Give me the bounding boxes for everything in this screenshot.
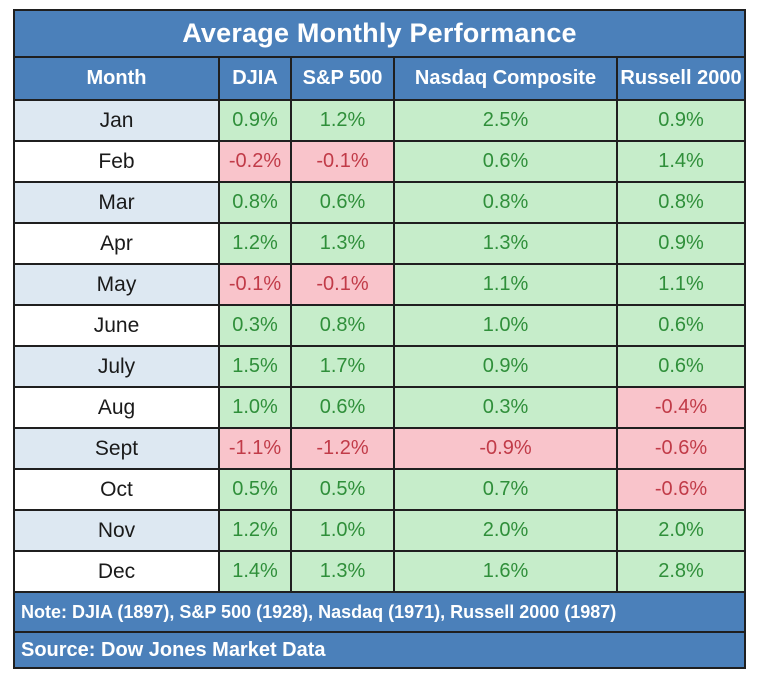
value-cell-russell: -0.4%: [618, 388, 744, 427]
value-cell-russell: 0.8%: [618, 183, 744, 222]
value-cell-sp500: 0.8%: [292, 306, 395, 345]
table-row: Feb -0.2% -0.1% 0.6% 1.4%: [15, 140, 744, 181]
value-cell-sp500: 1.0%: [292, 511, 395, 550]
value-cell-djia: 1.2%: [220, 511, 292, 550]
column-header-nasdaq: Nasdaq Composite: [395, 58, 618, 99]
value-cell-russell: 2.8%: [618, 552, 744, 591]
month-cell: Mar: [15, 183, 220, 222]
value-cell-russell: 0.6%: [618, 347, 744, 386]
value-cell-russell: 0.9%: [618, 224, 744, 263]
month-cell: Dec: [15, 552, 220, 591]
value-cell-nasdaq: 0.9%: [395, 347, 618, 386]
column-header-russell: Russell 2000: [620, 67, 742, 89]
value-cell-russell: 0.6%: [618, 306, 744, 345]
table-row: Aug 1.0% 0.6% 0.3% -0.4%: [15, 386, 744, 427]
value-cell-sp500: 1.7%: [292, 347, 395, 386]
monthly-performance-table: Average Monthly Performance Month DJIA S…: [13, 9, 746, 669]
month-cell: Nov: [15, 511, 220, 550]
value-cell-djia: 1.2%: [220, 224, 292, 263]
table-row: Nov 1.2% 1.0% 2.0% 2.0%: [15, 509, 744, 550]
value-cell-sp500: -1.2%: [292, 429, 395, 468]
value-cell-nasdaq: 0.3%: [395, 388, 618, 427]
month-cell: May: [15, 265, 220, 304]
value-cell-sp500: -0.1%: [292, 265, 395, 304]
value-cell-djia: -0.2%: [220, 142, 292, 181]
table-row: July 1.5% 1.7% 0.9% 0.6%: [15, 345, 744, 386]
value-cell-nasdaq: 1.0%: [395, 306, 618, 345]
value-cell-russell: 1.1%: [618, 265, 744, 304]
table-source: Source: Dow Jones Market Data: [15, 631, 744, 667]
table-note: Note: DJIA (1897), S&P 500 (1928), Nasda…: [15, 591, 744, 631]
value-cell-nasdaq: 2.5%: [395, 101, 618, 140]
column-header-month: Month: [15, 58, 220, 99]
value-cell-nasdaq: 1.6%: [395, 552, 618, 591]
month-cell: Sept: [15, 429, 220, 468]
value-cell-djia: -0.1%: [220, 265, 292, 304]
table-header-row: Month DJIA S&P 500 Nasdaq Composite Russ…: [15, 56, 744, 99]
table-row: Mar 0.8% 0.6% 0.8% 0.8%: [15, 181, 744, 222]
value-cell-nasdaq: 0.7%: [395, 470, 618, 509]
value-cell-russell: -0.6%: [618, 429, 744, 468]
value-cell-nasdaq: 1.1%: [395, 265, 618, 304]
table-row: Apr 1.2% 1.3% 1.3% 0.9%: [15, 222, 744, 263]
table-title: Average Monthly Performance: [15, 11, 744, 56]
value-cell-djia: 0.3%: [220, 306, 292, 345]
month-cell: Feb: [15, 142, 220, 181]
value-cell-russell: -0.6%: [618, 470, 744, 509]
table-row: Oct 0.5% 0.5% 0.7% -0.6%: [15, 468, 744, 509]
value-cell-sp500: 0.6%: [292, 388, 395, 427]
table-row: Dec 1.4% 1.3% 1.6% 2.8%: [15, 550, 744, 591]
value-cell-nasdaq: -0.9%: [395, 429, 618, 468]
value-cell-djia: 1.0%: [220, 388, 292, 427]
value-cell-nasdaq: 0.6%: [395, 142, 618, 181]
month-cell: Apr: [15, 224, 220, 263]
value-cell-sp500: 1.3%: [292, 552, 395, 591]
value-cell-djia: -1.1%: [220, 429, 292, 468]
value-cell-sp500: 1.2%: [292, 101, 395, 140]
month-cell: Jan: [15, 101, 220, 140]
value-cell-djia: 0.8%: [220, 183, 292, 222]
value-cell-djia: 1.4%: [220, 552, 292, 591]
value-cell-djia: 0.9%: [220, 101, 292, 140]
value-cell-nasdaq: 1.3%: [395, 224, 618, 263]
value-cell-nasdaq: 0.8%: [395, 183, 618, 222]
table-row: May -0.1% -0.1% 1.1% 1.1%: [15, 263, 744, 304]
month-cell: June: [15, 306, 220, 345]
column-header-sp500: S&P 500: [292, 58, 395, 99]
column-header-djia: DJIA: [220, 58, 292, 99]
value-cell-russell: 2.0%: [618, 511, 744, 550]
table-row: Jan 0.9% 1.2% 2.5% 0.9%: [15, 99, 744, 140]
value-cell-djia: 1.5%: [220, 347, 292, 386]
month-cell: Oct: [15, 470, 220, 509]
month-cell: Aug: [15, 388, 220, 427]
table-row: June 0.3% 0.8% 1.0% 0.6%: [15, 304, 744, 345]
value-cell-russell: 0.9%: [618, 101, 744, 140]
value-cell-russell: 1.4%: [618, 142, 744, 181]
value-cell-sp500: 0.5%: [292, 470, 395, 509]
value-cell-nasdaq: 2.0%: [395, 511, 618, 550]
month-cell: July: [15, 347, 220, 386]
value-cell-sp500: 0.6%: [292, 183, 395, 222]
table-body: Jan 0.9% 1.2% 2.5% 0.9% Feb -0.2% -0.1% …: [15, 99, 744, 591]
value-cell-sp500: -0.1%: [292, 142, 395, 181]
value-cell-sp500: 1.3%: [292, 224, 395, 263]
table-row: Sept -1.1% -1.2% -0.9% -0.6%: [15, 427, 744, 468]
value-cell-djia: 0.5%: [220, 470, 292, 509]
